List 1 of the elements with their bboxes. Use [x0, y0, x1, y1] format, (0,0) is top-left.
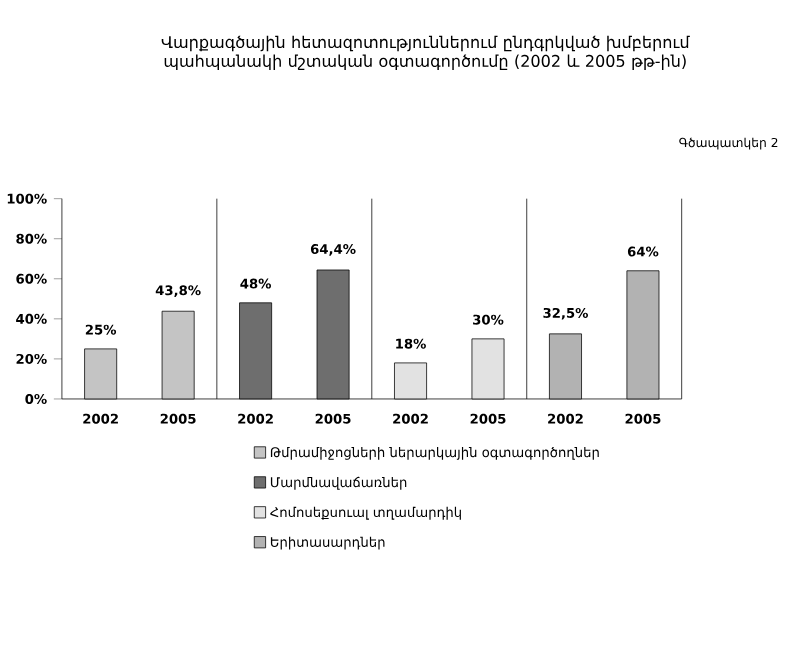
chart-title: Վարքագծային հետազոտություններում ընդգրկված խմբերում պահպանակի մշտական օգտագործումը (2002 և 2005 թթ-ին)	[161, 35, 690, 71]
